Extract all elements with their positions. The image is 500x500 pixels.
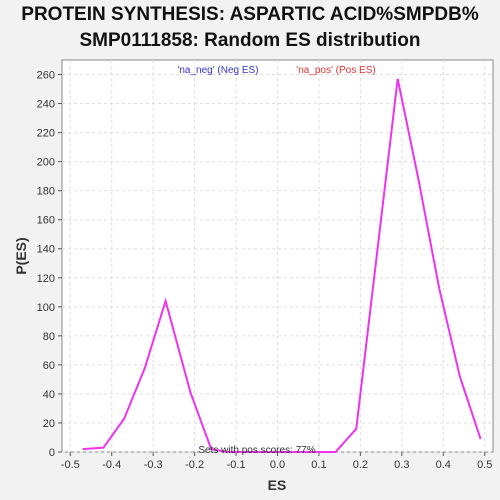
legend-entry-neg: 'na_neg' (Neg ES)	[177, 65, 258, 76]
y-tick-label: 120	[37, 273, 55, 285]
series-group	[82, 78, 482, 453]
y-tick-label: 240	[37, 99, 55, 111]
x-tick-label: 0.2	[353, 459, 368, 471]
x-tick-label: 0.0	[270, 459, 285, 471]
x-tick-label: 0.3	[394, 459, 409, 471]
x-tick-label: 0.1	[311, 459, 326, 471]
y-tick-label: 20	[43, 418, 55, 430]
chart-title-line2: SMP0111858: Random ES distribution	[79, 30, 421, 51]
y-tick-label: 160	[37, 215, 55, 227]
x-tick-label: -0.4	[102, 459, 121, 471]
y-tick-label: 0	[49, 447, 55, 459]
x-tick-label: 0.5	[477, 459, 492, 471]
y-tick-label: 200	[37, 157, 55, 169]
y-tick-label: 140	[37, 244, 55, 256]
chart-title-line1: PROTEIN SYNTHESIS: ASPARTIC ACID%SMPDB%	[21, 4, 479, 25]
x-axis-ticks: -0.5 -0.4 -0.3 -0.2 -0.1 0.0 0.1 0.2 0.3 0.4 0.5	[61, 452, 492, 471]
y-tick-label: 60	[43, 360, 55, 372]
x-tick-label: 0.4	[436, 459, 451, 471]
series-line	[82, 78, 482, 453]
x-tick-label: -0.3	[144, 459, 163, 471]
pos-score-annotation: Sets with pos scores: 77%	[198, 445, 315, 456]
y-tick-label: 100	[37, 302, 55, 314]
y-tick-label: 220	[37, 128, 55, 140]
plot-background	[61, 59, 494, 453]
legend-entry-pos: 'na_pos' (Pos ES)	[296, 65, 375, 76]
y-tick-label: 260	[37, 70, 55, 82]
y-tick-label: 80	[43, 331, 55, 343]
x-axis-label: ES	[268, 477, 287, 493]
y-tick-label: 40	[43, 389, 55, 401]
y-tick-label: 180	[37, 186, 55, 198]
y-axis-ticks: 0 20 40 60 80 100 120 140 160 180 200 220 240 260	[37, 70, 62, 459]
x-tick-label: -0.2	[185, 459, 204, 471]
y-axis-label: P(ES)	[13, 237, 29, 274]
x-tick-label: -0.5	[61, 459, 80, 471]
x-tick-label: -0.1	[227, 459, 246, 471]
